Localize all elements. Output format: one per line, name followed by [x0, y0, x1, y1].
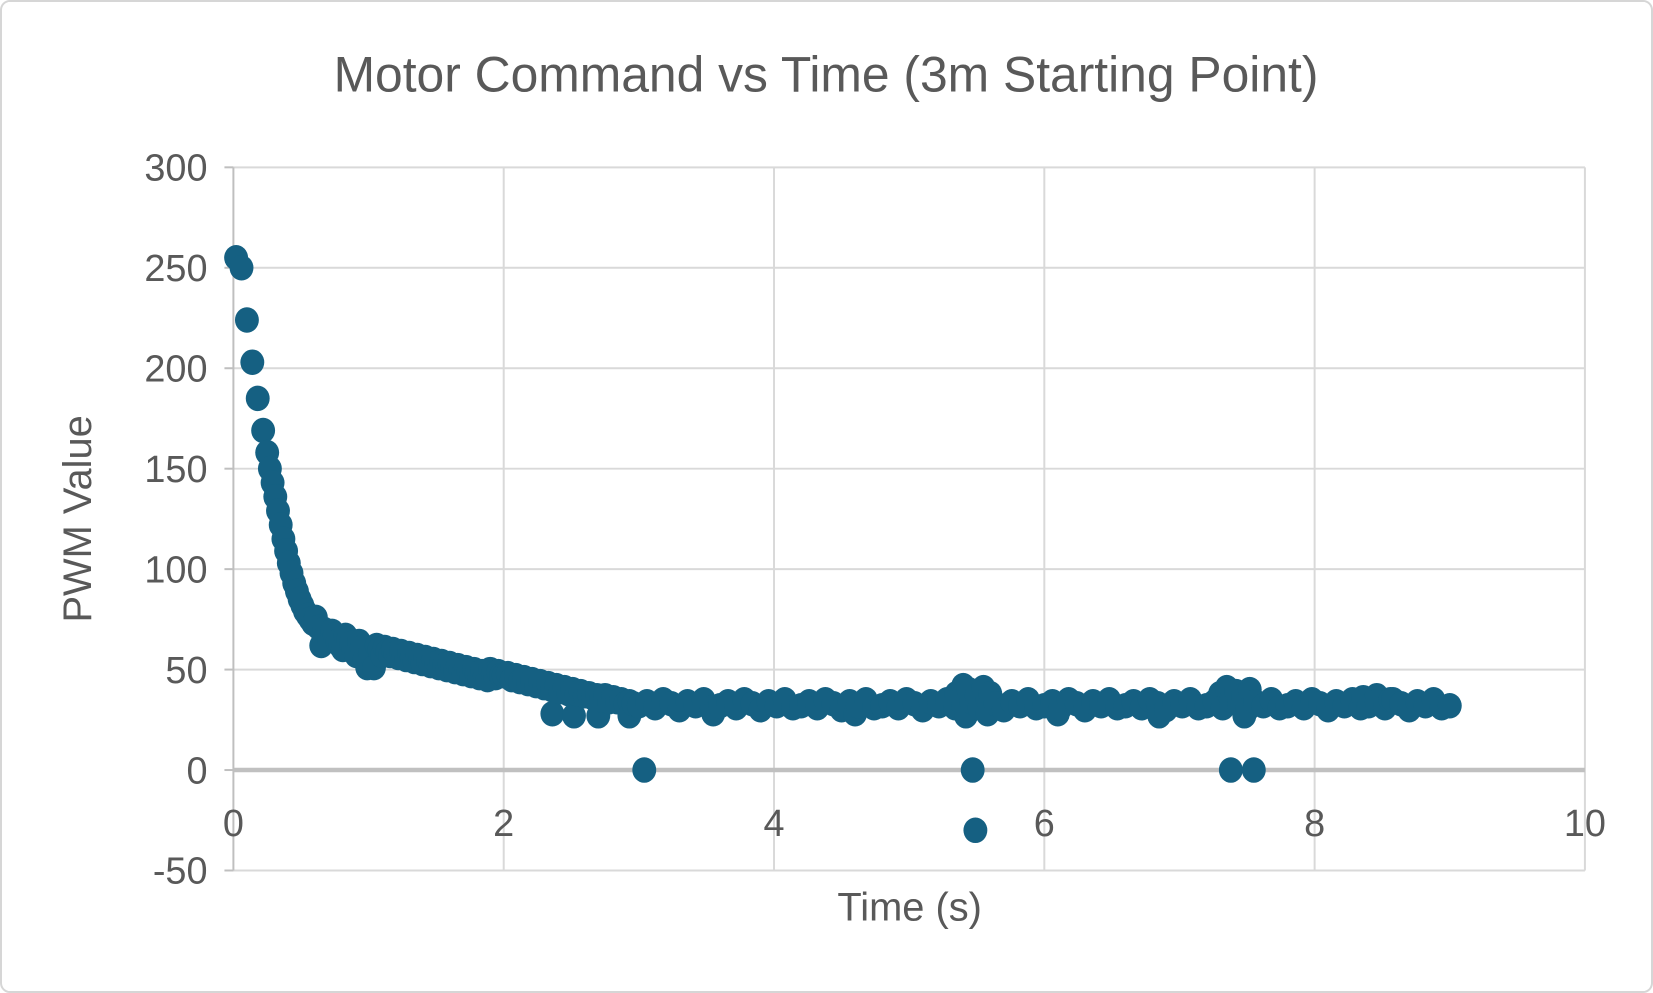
x-axis-title: Time (s) [837, 885, 982, 929]
data-point [1437, 692, 1462, 719]
x-tick-label: 0 [223, 803, 244, 845]
data-point [245, 385, 270, 412]
data-point [960, 757, 985, 783]
y-tick-label: 300 [144, 148, 207, 190]
data-point [240, 349, 265, 375]
chart-background [3, 2, 1650, 991]
x-tick-label: 6 [1034, 803, 1055, 845]
y-tick-label: -50 [153, 851, 208, 893]
data-point [1218, 757, 1243, 783]
y-tick-label: 250 [144, 248, 207, 290]
y-tick-label: 150 [144, 449, 207, 491]
y-tick-label: 100 [144, 549, 207, 591]
scatter-points [224, 244, 1462, 844]
y-tick-label: 200 [144, 348, 207, 390]
data-point [963, 817, 988, 844]
x-tick-label: 8 [1304, 803, 1325, 845]
data-point [234, 307, 259, 333]
y-tick-label: 50 [165, 650, 207, 692]
data-point [632, 757, 657, 783]
tick-labels: 300 250 200 150 100 50 0 -50 0 2 4 6 8 10 [144, 148, 1606, 893]
x-tick-label: 4 [763, 803, 784, 845]
data-point [562, 703, 586, 729]
x-tick-label: 2 [493, 803, 514, 845]
data-point [1241, 757, 1266, 783]
y-tick-label: 0 [186, 750, 207, 792]
x-tick-label: 10 [1564, 803, 1606, 845]
axis-lines [232, 167, 1585, 871]
data-point [251, 417, 276, 444]
y-axis-title: PWM Value [56, 415, 100, 622]
chart-title: Motor Command vs Time (3m Starting Point… [334, 47, 1319, 103]
data-point [540, 701, 565, 727]
data-point [229, 255, 254, 281]
axis-ticks [224, 166, 234, 872]
